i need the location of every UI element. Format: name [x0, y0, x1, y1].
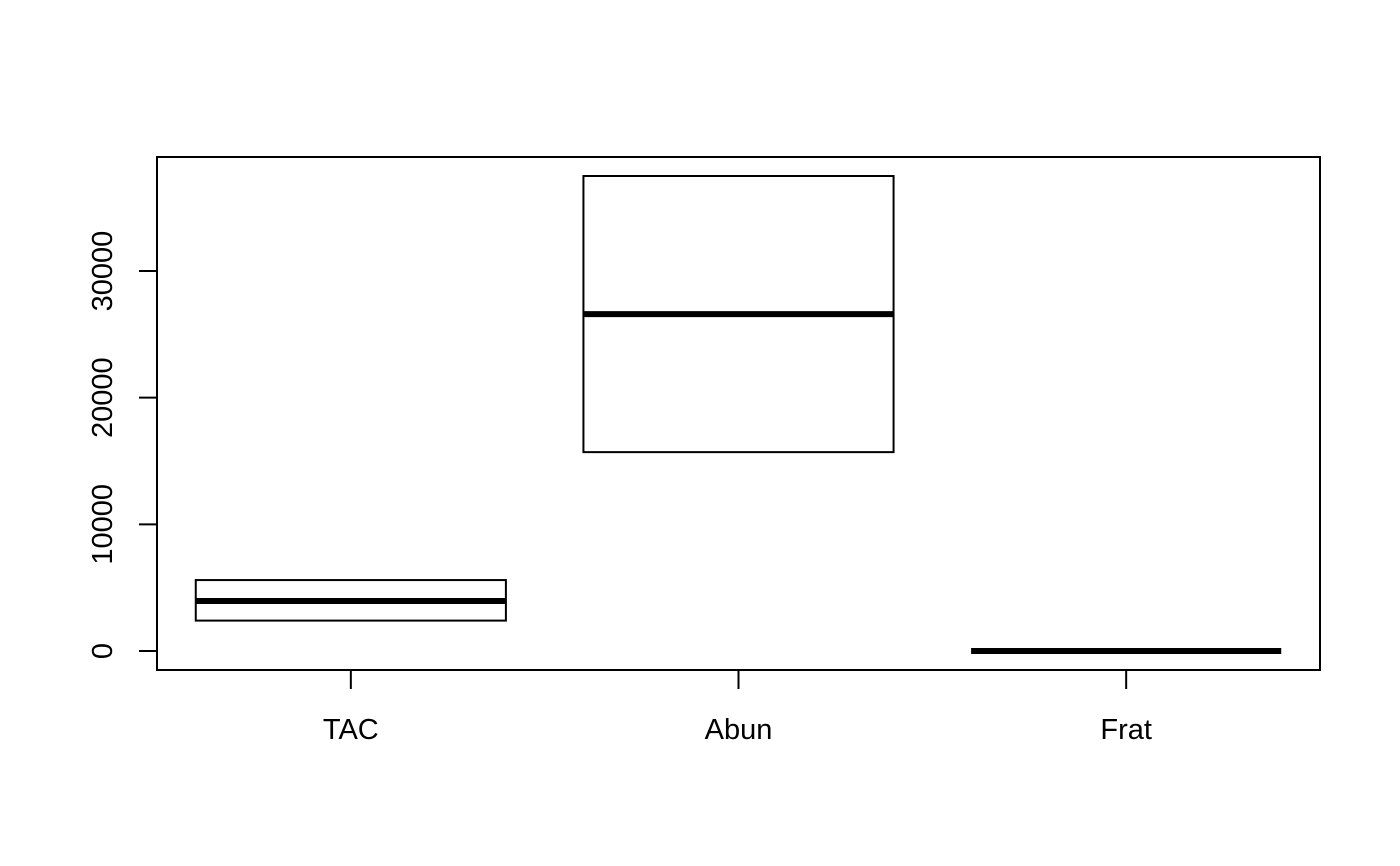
x-tick-label-tac: TAC	[323, 714, 379, 746]
x-tick-label-abun: Abun	[705, 714, 773, 746]
x-tick-label-frat: Frat	[1100, 714, 1152, 746]
x-axis: TAC Abun Frat	[323, 670, 1152, 746]
box-tac	[194, 579, 507, 622]
y-axis: 0 10000 20000 30000	[87, 231, 157, 659]
y-tick-label: 10000	[87, 484, 119, 565]
y-tick-label: 30000	[87, 231, 119, 312]
box-abun	[582, 175, 895, 454]
box-group	[194, 175, 1282, 654]
y-tick-label: 20000	[87, 357, 119, 438]
y-tick-label: 0	[87, 643, 119, 659]
